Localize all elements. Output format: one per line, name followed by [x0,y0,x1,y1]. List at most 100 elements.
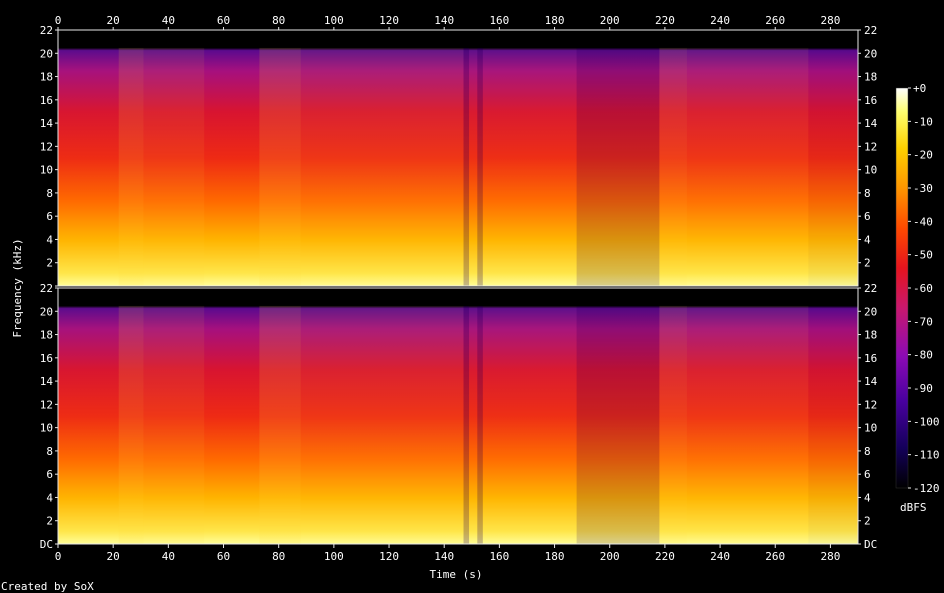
x-tick-label: 60 [217,14,230,27]
y-tick-label: 8 [864,445,871,458]
energy-segment-9 [483,306,577,544]
colorbar-tick-label: -30 [913,182,933,195]
y-tick-label: 8 [864,187,871,200]
y-tick-label: 14 [40,117,54,130]
colorbar-tick-label: -100 [913,415,940,428]
x-tick-label: 80 [272,550,285,563]
x-tick-label: 140 [434,14,454,27]
y-tick-label: 16 [864,352,877,365]
colorbar-tick-label: -120 [913,482,940,495]
y-tick-label: 16 [40,94,53,107]
panel-frame-1 [57,29,859,287]
y-tick-label: 4 [864,233,871,246]
x-tick-label: 100 [324,550,344,563]
x-tick-label: 180 [545,14,565,27]
panel-frame-2 [57,287,859,545]
y-tick-label: 20 [40,47,53,60]
energy-segment-0 [58,48,119,286]
y-tick-label: 4 [46,233,53,246]
energy-segment-11 [659,305,687,544]
energy-segment-4 [259,47,301,286]
y-tick-label: 8 [46,445,53,458]
colorbar-tick-label: -20 [913,149,933,162]
x-tick-label: 280 [820,550,840,563]
x-tick-label: 260 [765,550,785,563]
energy-segment-10 [576,305,660,544]
x-tick-label: 0 [55,550,62,563]
channel-2-spectrogram [58,288,858,544]
y-tick-label: 12 [864,140,877,153]
energy-segment-2 [143,47,205,286]
colorbar-label: dBFS [900,501,927,514]
energy-segment-2 [143,305,205,544]
y-tick-label: 20 [864,47,877,60]
x-tick-label: 40 [162,14,175,27]
x-tick-label: 140 [434,550,454,563]
x-tick-label: 280 [820,14,840,27]
x-tick-label: 120 [379,14,399,27]
y-tick-label: 2 [864,515,871,528]
y-tick-label: 6 [864,468,871,481]
x-tick-label: 20 [107,14,120,27]
colorbar-tick-label: -60 [913,282,933,295]
x-tick-label: 240 [710,550,730,563]
y-tick-label: 2 [864,257,871,270]
y-tick-label: 6 [864,210,871,223]
x-tick-label: 200 [600,550,620,563]
y-tick-label: DC [864,538,877,551]
x-tick-label: 220 [655,550,675,563]
y-tick-label: 10 [40,164,53,177]
y-tick-label: 22 [40,282,53,295]
x-tick-label: 80 [272,14,285,27]
x-tick-label: 100 [324,14,344,27]
y-tick-label: 20 [40,305,53,318]
y-tick-label: 2 [46,257,53,270]
y-axis-label: Frequency (kHz) [11,238,24,337]
energy-segment-1 [118,305,144,544]
x-tick-label: 20 [107,550,120,563]
y-tick-label: 2 [46,515,53,528]
y-tick-label: 16 [40,352,53,365]
energy-segment-6 [463,305,470,544]
y-tick-label: 10 [40,422,53,435]
energy-segment-5 [300,305,464,544]
colorbar-tick-label: -80 [913,349,933,362]
energy-segment-12 [686,47,809,286]
energy-segment-5 [300,47,464,286]
energy-segment-9 [483,48,577,286]
y-tick-label: 12 [40,140,53,153]
colorbar-tick-label: -50 [913,249,933,262]
spectrogram-base [58,30,858,286]
y-tick-label: 22 [864,24,877,37]
energy-segment-8 [477,305,483,544]
y-tick-label: 22 [864,282,877,295]
x-tick-label: 220 [655,14,675,27]
colorbar [895,87,909,489]
y-tick-label: 18 [40,329,53,342]
x-tick-label: 240 [710,14,730,27]
y-tick-label: 22 [40,24,53,37]
colorbar-tick-label: -40 [913,215,933,228]
y-tick-label: 20 [864,305,877,318]
y-tick-label: 14 [40,375,54,388]
x-axis-label: Time (s) [430,568,483,581]
channel-1-spectrogram [58,30,858,286]
y-tick-label: 6 [46,210,53,223]
energy-segment-4 [259,305,301,544]
energy-segment-13 [808,48,858,286]
energy-segment-12 [686,305,809,544]
x-tick-label: 180 [545,550,565,563]
y-tick-label: 6 [46,468,53,481]
colorbar-tick-label: -10 [913,115,933,128]
energy-segment-10 [576,47,660,286]
credit-text: Created by SoX [1,580,94,593]
x-tick-label: 260 [765,14,785,27]
colorbar-tick-label: -90 [913,382,933,395]
y-tick-label: 8 [46,187,53,200]
energy-segment-7 [469,306,477,544]
x-tick-label: 160 [489,14,509,27]
y-tick-label: 14 [864,375,878,388]
colorbar-tick-label: -70 [913,315,933,328]
